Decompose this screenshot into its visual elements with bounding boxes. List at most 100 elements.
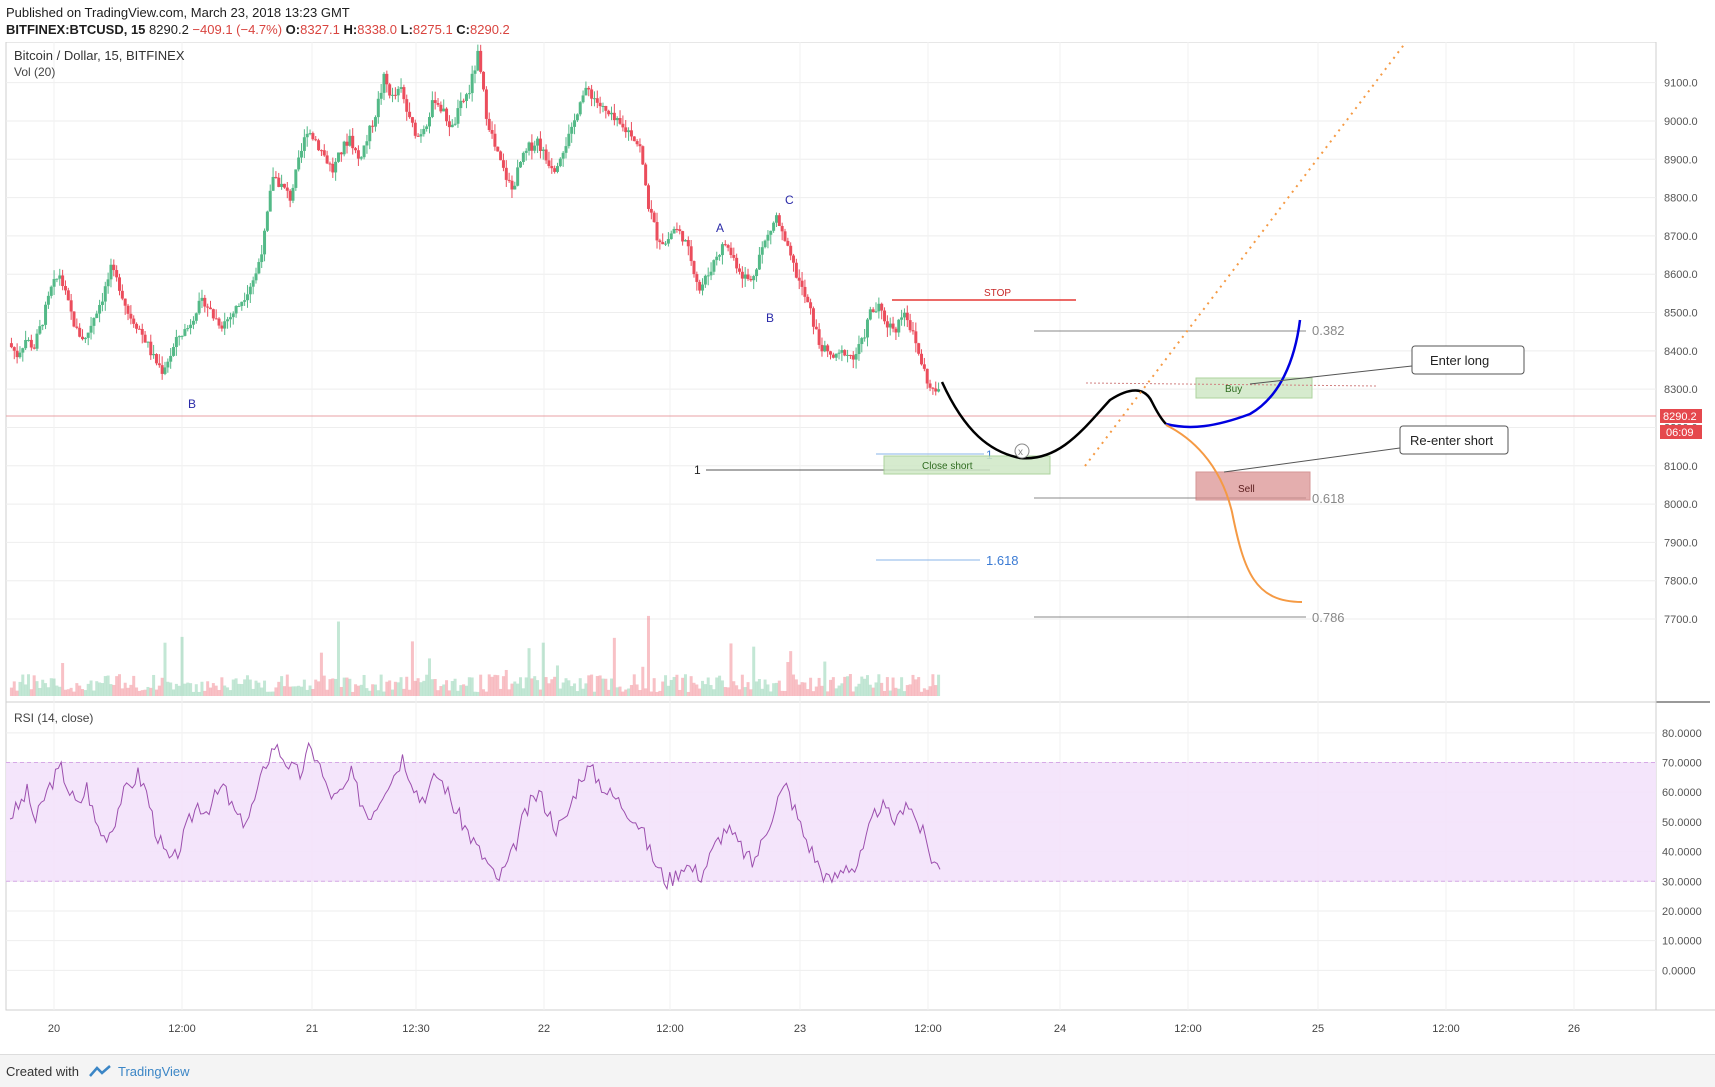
candle-body <box>550 166 554 169</box>
chart-canvas[interactable]: 9100.0 9000.0 8900.0 8800.0 8700.0 8600.0 8500… <box>0 42 1715 1054</box>
candle-body <box>635 141 639 145</box>
candle-body <box>277 177 281 187</box>
candle-body <box>524 150 528 153</box>
volume-bar <box>15 690 19 696</box>
projection-long-path[interactable] <box>1165 319 1302 429</box>
volume-bar <box>550 679 554 696</box>
projection-black-path[interactable] <box>940 381 1167 460</box>
volume-bar <box>405 676 409 696</box>
reenter-short-callout[interactable] <box>1399 425 1509 455</box>
volume-bar <box>902 691 906 696</box>
volume-bar <box>669 679 673 696</box>
candle-body <box>405 99 409 112</box>
rsi-axis[interactable]: 80.0000 70.0000 60.0000 50.0000 40.0000 30.00… <box>1662 728 1702 977</box>
volume-bar <box>399 677 403 696</box>
candle-body <box>712 260 716 272</box>
time-tick-label: 20 <box>48 1023 60 1035</box>
volume-bar <box>737 689 741 696</box>
candle-body <box>237 306 241 308</box>
candle-body <box>536 138 540 146</box>
candle-body <box>413 122 417 136</box>
candle-body <box>570 126 574 134</box>
volume-bar <box>908 684 912 696</box>
candle-body <box>720 244 724 256</box>
volume-bar <box>393 681 397 696</box>
volume-bar <box>527 648 531 696</box>
tradingview-brand[interactable]: TradingView <box>118 1064 190 1079</box>
candle-body <box>897 319 901 333</box>
candle-body <box>479 50 483 72</box>
candle-body <box>464 94 468 101</box>
volume-bar <box>618 686 622 696</box>
candle-body <box>373 117 377 127</box>
volume-bar <box>811 691 815 696</box>
candle-body <box>914 331 918 344</box>
buy-dotted-line <box>1085 382 1379 387</box>
candle-body <box>934 388 938 392</box>
volume-bar <box>257 682 261 696</box>
candle-body <box>450 124 454 128</box>
candle-body <box>646 185 650 209</box>
last-price-tag <box>1660 409 1702 423</box>
volume-indicator-label: Vol (20) <box>14 65 55 79</box>
target-marker[interactable] <box>1014 443 1030 459</box>
volume-bar <box>863 678 867 696</box>
volume-bar <box>231 679 235 696</box>
volume-bar <box>422 680 426 696</box>
candle-body <box>467 93 471 95</box>
buy-box[interactable] <box>1195 377 1313 399</box>
candle-body <box>95 313 99 318</box>
tradingview-logo-icon[interactable] <box>88 1064 114 1078</box>
volume-bar <box>120 688 124 696</box>
candle-body <box>868 309 872 320</box>
price-axis[interactable]: 9100.0 9000.0 8900.0 8800.0 8700.0 8600.0 8500… <box>1664 78 1698 626</box>
volume-bar <box>430 679 434 696</box>
volume-bar <box>829 679 833 696</box>
projection-short-path[interactable] <box>1165 424 1303 603</box>
candle-body <box>567 133 571 147</box>
volume-bar <box>24 684 28 696</box>
fib-0382-label: 0.382 <box>1312 323 1345 338</box>
volume-bar <box>587 675 591 696</box>
candle-body <box>692 261 696 275</box>
volume-bar <box>840 683 844 696</box>
volume-bar <box>211 683 215 696</box>
volume-bar <box>237 683 241 696</box>
close-short-box[interactable] <box>883 455 1051 475</box>
candle-body <box>817 329 821 345</box>
candle-body <box>621 123 625 128</box>
candle-body <box>649 208 653 213</box>
candle-body <box>81 336 85 340</box>
enter-long-callout[interactable] <box>1411 345 1525 375</box>
candle-body <box>274 176 278 178</box>
volume-bar <box>871 687 875 696</box>
trend-dotted-line[interactable] <box>1084 42 1407 467</box>
volume-bar <box>794 679 798 696</box>
volume-bar <box>328 679 332 696</box>
volume-bar <box>72 691 76 696</box>
candle-body <box>555 166 559 172</box>
candle-body <box>797 277 801 281</box>
volume-bar <box>371 684 375 696</box>
candle-body <box>157 363 161 366</box>
volume-bar <box>885 677 889 696</box>
candle-body <box>641 146 645 165</box>
volume-bar <box>846 676 850 696</box>
volume-bar <box>740 674 744 696</box>
candle-body <box>726 245 730 248</box>
candle-body <box>302 137 306 151</box>
volume-bar <box>510 683 514 696</box>
rsi-tick-label: 70.0000 <box>1662 758 1702 770</box>
countdown-text: 06:09 <box>1666 427 1694 439</box>
time-tick-label: 22 <box>538 1023 550 1035</box>
candle-body <box>362 145 366 158</box>
volume-bar <box>442 684 446 696</box>
time-axis[interactable]: 20 12:00 21 12:30 22 12:00 23 12:00 24 12:00 25 12:… <box>48 1023 1580 1035</box>
volume-bar <box>851 691 855 696</box>
candle-body <box>328 163 332 165</box>
sell-box[interactable] <box>1195 471 1311 501</box>
fib-one-left-label: 1 <box>694 463 701 477</box>
candle-body <box>35 333 39 349</box>
volume-bar <box>476 691 480 696</box>
volume-bar <box>920 691 924 696</box>
